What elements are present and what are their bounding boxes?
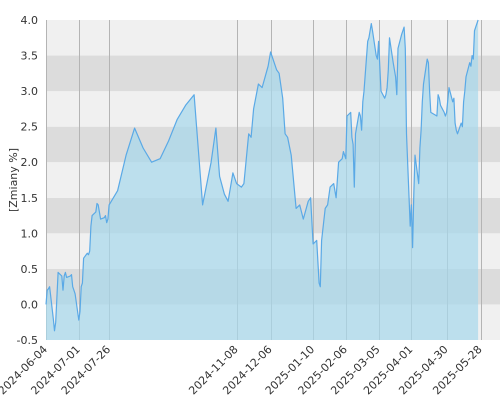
y-tick-label: 0.0 <box>21 298 39 311</box>
y-axis-title: [Zmiany %] <box>7 148 20 212</box>
y-tick-label: 2.5 <box>21 121 39 134</box>
y-tick-label: 4.0 <box>21 14 39 27</box>
series-layer <box>45 19 479 340</box>
y-axis-tick-labels: -0.5 0.0 0.5 1.0 1.5 2.0 2.5 3.0 3.5 4.0 <box>17 14 38 347</box>
y-tick-label: 1.0 <box>21 227 39 240</box>
y-tick-label: 2.0 <box>21 156 39 169</box>
y-tick-label: 0.5 <box>21 263 39 276</box>
y-tick-label: -0.5 <box>17 334 38 347</box>
y-tick-label: 1.5 <box>21 192 39 205</box>
series-area-fill <box>46 20 479 340</box>
y-tick-label: 3.5 <box>21 50 39 63</box>
y-tick-label: 3.0 <box>21 85 39 98</box>
background-band <box>46 20 500 56</box>
series-line <box>45 19 479 332</box>
